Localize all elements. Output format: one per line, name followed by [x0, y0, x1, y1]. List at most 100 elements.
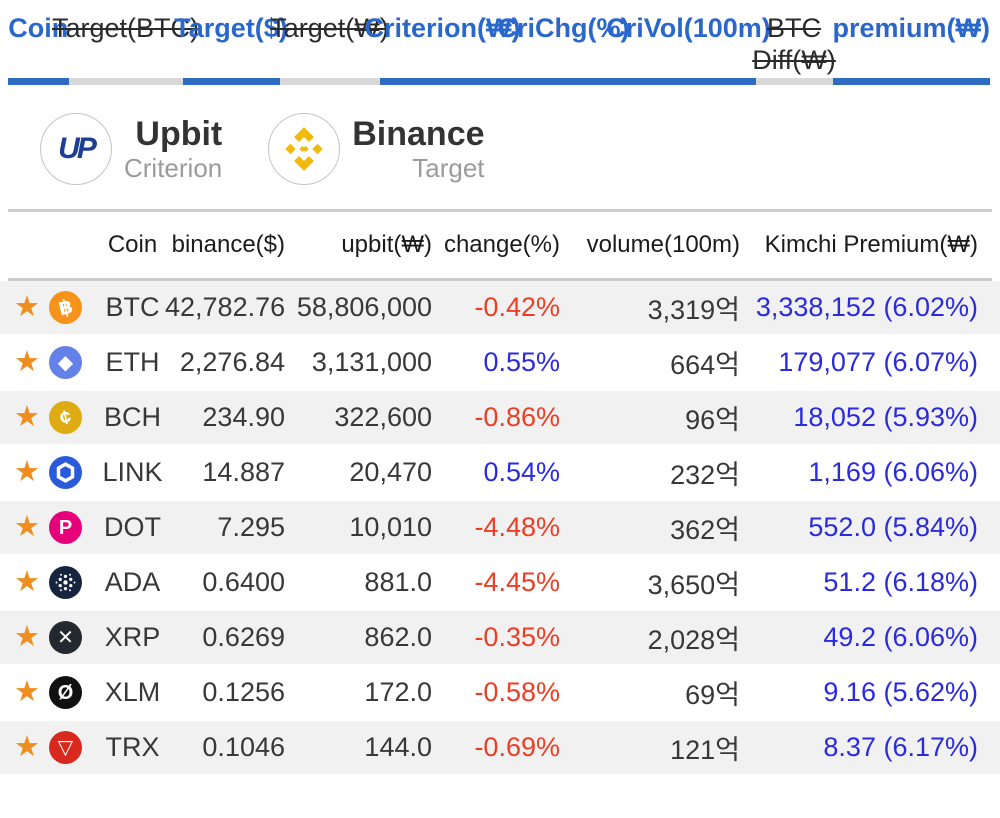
- table-row-link[interactable]: ★ LINK 14.887 20,470 0.54% 232억 1,169 (6…: [0, 446, 1000, 499]
- tab-premium[interactable]: premium(₩): [832, 12, 991, 85]
- favorite-star-icon[interactable]: ★: [14, 676, 40, 708]
- table-row-dot[interactable]: ★ P DOT 7.295 10,010 -4.48% 362억 552.0 (…: [0, 501, 1000, 554]
- tab-coin[interactable]: Coin: [8, 12, 69, 85]
- binance-price: 0.1046: [202, 732, 285, 762]
- change-percent: 0.54%: [483, 457, 560, 487]
- favorite-star-icon[interactable]: ★: [14, 731, 40, 763]
- change-percent: -0.86%: [474, 402, 560, 432]
- binance-price: 14.887: [202, 457, 285, 487]
- filter-tabbar: Coin Target(BTC) Target($) Target(₩) Cri…: [0, 0, 1000, 85]
- favorite-star-icon[interactable]: ★: [14, 621, 40, 653]
- kimchi-premium: 3,338,152 (6.02%): [755, 292, 978, 322]
- coin-symbol: XRP: [104, 622, 161, 652]
- tab-crichg[interactable]: CriChg(%): [497, 12, 630, 85]
- coin-symbol: BCH: [103, 402, 161, 432]
- divider: [8, 278, 992, 281]
- change-percent: -0.42%: [474, 292, 560, 322]
- ethereum-icon: ◆: [49, 346, 82, 379]
- table-row-xrp[interactable]: ★ ✕ XRP 0.6269 862.0 -0.35% 2,028억 49.2 …: [0, 611, 1000, 664]
- header-upbit: upbit(₩): [341, 231, 432, 258]
- tab-label: Coin: [8, 13, 69, 43]
- volume: 69억: [685, 680, 740, 710]
- kimchi-premium: 9.16 (5.62%): [823, 677, 978, 707]
- tab-underline: [279, 78, 380, 85]
- coin-symbol: DOT: [104, 512, 161, 542]
- header-coin: Coin: [107, 231, 158, 258]
- binance-price: 42,782.76: [165, 292, 286, 322]
- bitcoin-cash-icon: ¢: [49, 401, 82, 434]
- tab-target[interactable]: Target(₩): [270, 12, 389, 85]
- exchange-name: Upbit: [135, 115, 223, 153]
- tab-underline: [621, 78, 756, 85]
- binance-price: 0.1256: [202, 677, 285, 707]
- volume: 96억: [685, 405, 740, 435]
- tab-label: CriVol(100m): [606, 13, 771, 43]
- kimchi-premium: 18,052 (5.93%): [793, 402, 978, 432]
- volume: 121억: [670, 735, 740, 765]
- favorite-star-icon[interactable]: ★: [14, 566, 40, 598]
- binance-price: 0.6269: [202, 622, 285, 652]
- tab-label: CriChg(%): [497, 13, 630, 43]
- coin-symbol: XLM: [104, 677, 161, 707]
- favorite-star-icon[interactable]: ★: [14, 401, 40, 433]
- cardano-icon: [49, 566, 82, 599]
- tab-target-btc[interactable]: Target(BTC): [51, 12, 200, 85]
- tab-btc-diff[interactable]: BTC Diff(₩): [752, 12, 836, 85]
- coin-symbol: ETH: [105, 347, 160, 377]
- table-row-eth[interactable]: ★ ◆ ETH 2,276.84 3,131,000 0.55% 664억 17…: [0, 336, 1000, 389]
- tab-underline: [755, 78, 833, 85]
- volume: 232억: [670, 460, 740, 490]
- table-row-ada[interactable]: ★ ADA 0.6400 881.0 -4.45% 3,650억 51.2 (6…: [0, 556, 1000, 609]
- upbit-mark: UP: [58, 132, 97, 165]
- kimchi-premium: 1,169 (6.06%): [808, 457, 978, 487]
- upbit-price: 58,806,000: [296, 292, 432, 322]
- tab-label: premium(₩): [832, 13, 991, 43]
- volume: 3,319억: [647, 295, 740, 325]
- kimchi-premium: 51.2 (6.18%): [823, 567, 978, 597]
- upbit-price: 881.0: [364, 567, 432, 597]
- tab-underline: [8, 78, 69, 85]
- coin-symbol: LINK: [102, 457, 163, 487]
- tab-criterion[interactable]: Criterion(₩): [365, 12, 521, 85]
- favorite-star-icon[interactable]: ★: [14, 346, 40, 378]
- tab-crivol-100m[interactable]: CriVol(100m): [606, 12, 771, 85]
- binance-price: 234.90: [202, 402, 285, 432]
- volume: 664억: [670, 350, 740, 380]
- table-row-btc[interactable]: ★ ฿ BTC 42,782.76 58,806,000 -0.42% 3,31…: [0, 281, 1000, 334]
- binance-price: 7.295: [217, 512, 285, 542]
- table-row-xlm[interactable]: ★ Ø XLM 0.1256 172.0 -0.58% 69억 9.16 (5.…: [0, 666, 1000, 719]
- stellar-icon: Ø: [49, 676, 82, 709]
- binance-price: 2,276.84: [179, 347, 285, 377]
- favorite-star-icon[interactable]: ★: [14, 456, 40, 488]
- kimchi-premium: 8.37 (6.17%): [823, 732, 978, 762]
- tab-label: Target(BTC): [51, 13, 200, 43]
- tab-target[interactable]: Target($): [174, 12, 288, 85]
- change-percent: -0.69%: [474, 732, 560, 762]
- tab-underline: [68, 78, 183, 85]
- polkadot-icon: P: [49, 511, 82, 544]
- change-percent: -0.35%: [474, 622, 560, 652]
- kimchi-premium: 552.0 (5.84%): [808, 512, 978, 542]
- binance-logo-icon: [268, 113, 341, 185]
- favorite-star-icon[interactable]: ★: [14, 511, 40, 543]
- tab-underline: [379, 78, 506, 85]
- coin-symbol: ADA: [104, 567, 161, 597]
- header-premium: Kimchi Premium(₩): [764, 231, 978, 258]
- tab-label: BTC Diff(₩): [752, 13, 836, 75]
- volume: 2,028억: [647, 625, 740, 655]
- kimchi-premium: 49.2 (6.06%): [823, 622, 978, 652]
- tab-underline: [832, 78, 990, 85]
- exchange-role: Criterion: [124, 153, 223, 183]
- exchange-role: Target: [412, 153, 485, 183]
- upbit-logo-icon: UP: [40, 113, 112, 185]
- table-row-bch[interactable]: ★ ¢ BCH 234.90 322,600 -0.86% 96억 18,052…: [0, 391, 1000, 444]
- tron-icon: ▽: [49, 731, 82, 764]
- upbit-price: 862.0: [364, 622, 432, 652]
- favorite-star-icon[interactable]: ★: [14, 291, 40, 323]
- change-percent: -4.45%: [474, 567, 560, 597]
- upbit-price: 172.0: [364, 677, 432, 707]
- header-change: change(%): [443, 231, 560, 258]
- table-row-trx[interactable]: ★ ▽ TRX 0.1046 144.0 -0.69% 121억 8.37 (6…: [0, 721, 1000, 774]
- tab-label: Target($): [174, 13, 288, 43]
- coin-symbol: BTC: [105, 292, 160, 322]
